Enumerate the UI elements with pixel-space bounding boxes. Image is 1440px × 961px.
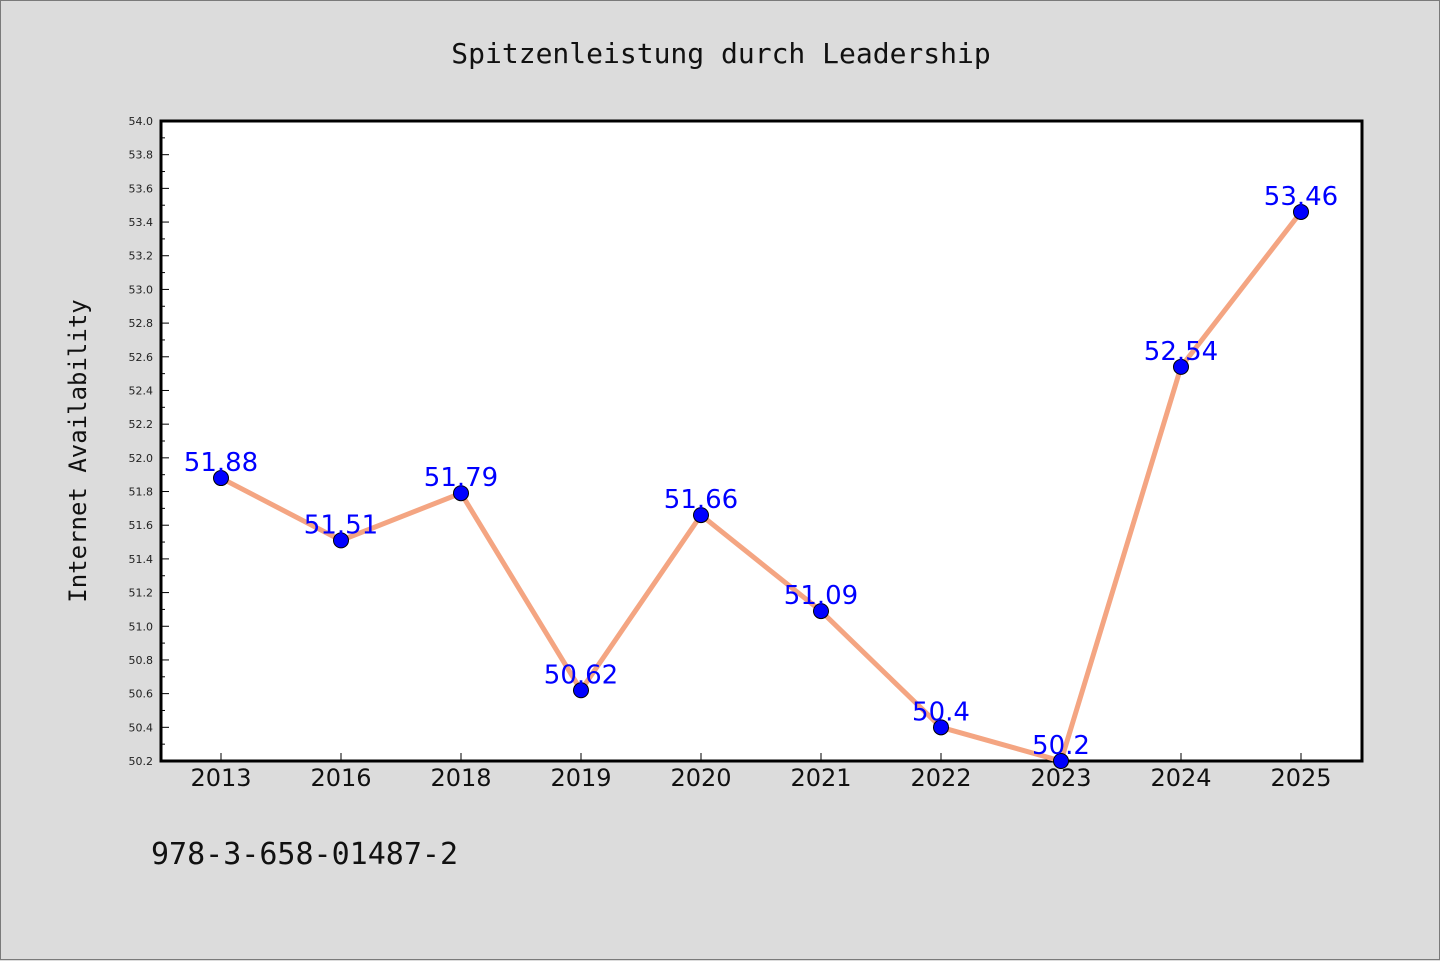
data-label: 50.62 xyxy=(544,660,618,690)
y-tick-label: 52.4 xyxy=(129,384,154,397)
data-label: 51.51 xyxy=(304,510,378,540)
data-point xyxy=(813,603,829,620)
data-label: 50.2 xyxy=(1032,731,1090,761)
y-tick-label: 50.2 xyxy=(129,755,154,768)
data-point xyxy=(933,719,949,736)
data-point xyxy=(333,532,349,549)
y-tick-label: 51.2 xyxy=(129,587,154,600)
x-tick-label: 2013 xyxy=(190,764,251,792)
data-point xyxy=(693,507,709,524)
series-line xyxy=(219,210,1303,764)
data-point xyxy=(1293,203,1309,220)
x-tick-label: 2020 xyxy=(670,764,731,792)
data-label: 52.54 xyxy=(1144,337,1218,367)
data-label: 51.66 xyxy=(664,485,738,515)
y-axis-title: Internet Availability xyxy=(64,299,92,602)
x-tick-label: 2019 xyxy=(550,764,611,792)
data-point xyxy=(1173,358,1189,375)
y-tick-label: 54.0 xyxy=(129,115,154,128)
y-tick-label: 51.0 xyxy=(129,620,154,633)
x-tick-label: 2018 xyxy=(430,764,491,792)
y-tick-label: 50.6 xyxy=(129,688,154,701)
y-tick-label: 53.4 xyxy=(129,216,154,229)
y-tick-label: 52.2 xyxy=(129,418,154,431)
data-label: 50.4 xyxy=(912,697,970,727)
x-tick-label: 2025 xyxy=(1270,764,1331,792)
y-tick-label: 53.8 xyxy=(129,149,154,162)
y-tick-label: 50.8 xyxy=(129,654,154,667)
chart-title: Spitzenleistung durch Leadership xyxy=(451,37,991,70)
y-tick-label: 52.0 xyxy=(129,452,154,465)
data-point xyxy=(1053,753,1069,769)
data-point xyxy=(453,485,469,502)
y-tick-label: 53.0 xyxy=(129,283,154,296)
data-label: 51.79 xyxy=(424,463,498,493)
y-tick-label: 53.2 xyxy=(129,250,154,263)
x-tick-label: 2016 xyxy=(310,764,371,792)
isbn-code: 978-3-658-01487-2 xyxy=(151,837,459,872)
x-tick-label: 2024 xyxy=(1150,764,1211,792)
data-label: 53.46 xyxy=(1264,182,1338,212)
x-tick-label: 2021 xyxy=(790,764,851,792)
data-markers xyxy=(213,203,1309,769)
data-label: 51.88 xyxy=(184,448,258,478)
data-point xyxy=(213,470,229,487)
data-label: 51.09 xyxy=(784,581,858,611)
x-axis: 2013 2016 2018 2019 2020 2021 2022 2023 2024 2025 xyxy=(190,753,1332,792)
y-tick-label: 50.4 xyxy=(129,721,154,734)
data-point xyxy=(573,682,589,699)
data-labels: 51.88 51.51 51.79 50.62 51.66 51.09 50.4 50.2 52… xyxy=(184,182,1338,761)
y-tick-label: 52.6 xyxy=(129,351,154,364)
y-tick-label: 52.8 xyxy=(129,317,154,330)
y-tick-label: 53.6 xyxy=(129,182,154,195)
plot-area xyxy=(159,119,1364,763)
y-axis: 50.2 50.4 50.6 50.8 51.0 51.2 51.4 51.6 51.8 52.0… xyxy=(129,115,169,768)
y-tick-label: 51.4 xyxy=(129,553,154,566)
x-tick-label: 2022 xyxy=(910,764,971,792)
y-tick-label: 51.6 xyxy=(129,519,154,532)
y-tick-label: 51.8 xyxy=(129,486,154,499)
